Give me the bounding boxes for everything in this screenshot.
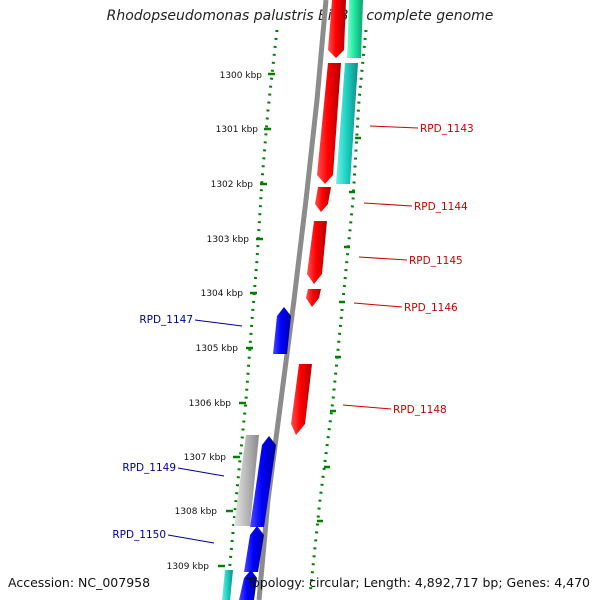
gene-label-rpd-1148[interactable]: RPD_1148 [393, 404, 447, 416]
ruler: 1300 kbp 1301 kbp 1302 kbp 1303 kbp 1304… [167, 71, 275, 572]
gene-arrow-rpd-1147[interactable] [273, 307, 291, 354]
outer-dotted-line [308, 29, 368, 596]
gene-arrow-rpd-1146[interactable] [306, 289, 321, 307]
reverse-gene-labels: RPD_1147 RPD_1149 RPD_1150 [112, 314, 243, 544]
ruler-tick: 1303 kbp [207, 235, 263, 245]
ruler-tick: 1300 kbp [220, 71, 275, 81]
ruler-tick: 1301 kbp [216, 125, 271, 135]
ruler-label: 1303 kbp [207, 235, 250, 245]
ruler-label: 1304 kbp [201, 289, 244, 299]
ruler-label: 1307 kbp [184, 453, 227, 463]
accession-text: Accession: NC_007958 [8, 575, 151, 590]
reverse-genes [222, 307, 291, 600]
ruler-label: 1300 kbp [220, 71, 263, 81]
ruler-tick: 1304 kbp [201, 289, 257, 299]
ruler-label: 1306 kbp [189, 399, 232, 409]
gene-label-rpd-1145[interactable]: RPD_1145 [409, 255, 463, 267]
gene-arrow-rpd-1145[interactable] [307, 221, 327, 284]
ruler-label: 1308 kbp [175, 507, 218, 517]
gene-label-rpd-1147[interactable]: RPD_1147 [139, 314, 193, 326]
ruler-label: 1301 kbp [216, 125, 259, 135]
genome-backbone [256, 0, 329, 600]
genome-summary-text: Topology: circular; Length: 4,892,717 bp… [246, 575, 590, 590]
ruler-tick: 1307 kbp [184, 453, 240, 463]
forward-genes [291, 0, 363, 435]
gene-label-rpd-1146[interactable]: RPD_1146 [404, 302, 458, 314]
ruler-tick: 1309 kbp [167, 562, 225, 572]
gene-arrow-rpd-1143[interactable] [317, 63, 341, 184]
gene-arrow-top-red[interactable] [328, 0, 346, 58]
ruler-tick: 1305 kbp [196, 344, 253, 354]
gene-arrow-top-green[interactable] [347, 0, 363, 58]
ruler-tick: 1308 kbp [175, 507, 233, 517]
gene-arrow-bottom-teal[interactable] [222, 570, 233, 600]
gene-arrow-rpd-1148[interactable] [291, 364, 312, 435]
gene-arrow-rpd-1149-gray[interactable] [234, 435, 259, 526]
gene-arrow-rpd-1143-teal[interactable] [336, 63, 358, 184]
gene-arrow-bottom-blue[interactable] [239, 570, 257, 600]
gene-arrow-rpd-1150[interactable] [244, 526, 264, 572]
gene-arrow-rpd-1144[interactable] [315, 187, 331, 212]
forward-gene-labels: RPD_1143 RPD_1144 RPD_1145 RPD_1146 RPD_… [342, 123, 474, 416]
gene-label-rpd-1149[interactable]: RPD_1149 [122, 462, 176, 474]
gene-label-rpd-1150[interactable]: RPD_1150 [112, 529, 166, 541]
ruler-tick: 1302 kbp [211, 180, 267, 190]
outer-ticks [317, 136, 361, 523]
gene-label-rpd-1143[interactable]: RPD_1143 [420, 123, 474, 135]
ruler-label: 1302 kbp [211, 180, 254, 190]
gene-arrow-rpd-1149[interactable] [250, 436, 276, 527]
ruler-tick: 1306 kbp [189, 399, 246, 409]
map-title: Rhodopseudomonas palustris BisB5, comple… [106, 8, 494, 24]
ruler-label: 1305 kbp [196, 344, 239, 354]
gene-label-rpd-1144[interactable]: RPD_1144 [414, 201, 468, 213]
ruler-label: 1309 kbp [167, 562, 210, 572]
